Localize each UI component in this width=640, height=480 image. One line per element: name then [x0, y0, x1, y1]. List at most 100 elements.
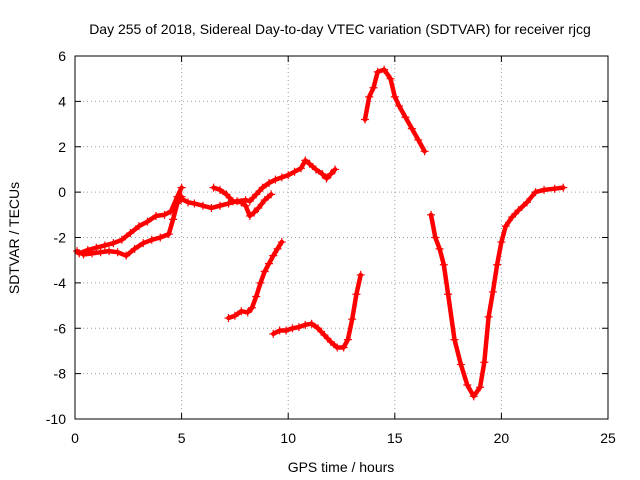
series-arc-5 [224, 238, 286, 323]
x-tick-label: 15 [387, 430, 403, 446]
x-tick-label: 0 [71, 430, 79, 446]
series-arc-6 [269, 270, 365, 352]
data-point [395, 101, 404, 110]
data-point [380, 65, 389, 74]
data-point [318, 169, 327, 178]
data-point [169, 215, 178, 224]
data-point [277, 238, 286, 247]
y-tick-label: -10 [46, 411, 66, 427]
data-point [75, 249, 84, 258]
data-point [550, 184, 559, 193]
data-point [480, 358, 489, 367]
data-point [252, 292, 261, 301]
data-point [92, 243, 101, 252]
series-arc-7 [360, 65, 429, 156]
data-point [301, 156, 310, 165]
x-tick-label: 25 [600, 430, 616, 446]
data-point [198, 201, 207, 210]
data-point [117, 235, 126, 244]
data-point [282, 326, 291, 335]
data-point [444, 290, 453, 299]
y-tick-label: -8 [54, 366, 67, 382]
data-point [307, 319, 316, 328]
data-point [320, 331, 329, 340]
data-point [254, 204, 263, 213]
data-point [113, 248, 122, 257]
data-point [224, 314, 233, 323]
data-point [497, 238, 506, 247]
data-point [247, 303, 256, 312]
data-point [100, 241, 109, 250]
data-point [228, 197, 237, 206]
data-point [277, 173, 286, 182]
y-tick-label: 4 [58, 93, 66, 109]
data-point [267, 190, 276, 199]
data-point [190, 199, 199, 208]
data-point [501, 222, 510, 231]
y-tick-label: -6 [54, 320, 67, 336]
data-point [215, 201, 224, 210]
data-point [156, 233, 165, 242]
data-point [431, 233, 440, 242]
series-line [77, 185, 184, 256]
data-point [143, 217, 152, 226]
x-tick-label: 5 [178, 430, 186, 446]
data-point [160, 210, 169, 219]
y-tick-label: -2 [54, 230, 67, 246]
data-point [173, 192, 182, 201]
data-point [230, 311, 239, 320]
data-point [265, 259, 274, 268]
data-point [164, 230, 173, 239]
data-point [463, 380, 472, 389]
series-line [271, 272, 363, 350]
data-point [224, 199, 233, 208]
data-point [401, 113, 410, 122]
data-point [105, 247, 114, 256]
data-point [356, 270, 365, 279]
data-point [271, 175, 280, 184]
data-point [365, 92, 374, 101]
y-tick-label: -4 [54, 275, 67, 291]
data-point [326, 169, 335, 178]
data-point [484, 312, 493, 321]
y-tick-label: 6 [58, 48, 66, 64]
series-line [428, 185, 566, 399]
data-point [439, 260, 448, 269]
data-point [260, 196, 269, 205]
data-point [294, 323, 303, 332]
data-point [296, 164, 305, 173]
x-axis-title: GPS time / hours [288, 459, 395, 475]
data-point [83, 245, 92, 254]
data-point [339, 343, 348, 352]
data-point [177, 183, 186, 192]
y-axis-title: SDTVAR / TECUs [6, 182, 22, 294]
data-point [450, 335, 459, 344]
series-arc-2 [75, 183, 186, 258]
data-point [126, 228, 135, 237]
data-point [245, 211, 254, 220]
data-point [369, 83, 378, 92]
data-point [414, 135, 423, 144]
data-point [122, 251, 131, 260]
data-point [326, 337, 335, 346]
data-point [322, 174, 331, 183]
data-point [209, 183, 218, 192]
series-line [179, 158, 338, 211]
data-point [343, 335, 352, 344]
data-point [215, 185, 224, 194]
data-point [290, 167, 299, 176]
data-point [284, 171, 293, 180]
data-point [147, 235, 156, 244]
data-point [352, 290, 361, 299]
data-point [288, 324, 297, 333]
data-point [222, 190, 231, 199]
data-point [241, 201, 250, 210]
data-point [237, 307, 246, 316]
series-line [362, 67, 427, 154]
chart-title: Day 255 of 2018, Sidereal Day-to-day VTE… [89, 21, 591, 37]
data-point [177, 194, 186, 203]
data-point [559, 183, 568, 192]
data-point [237, 198, 246, 207]
data-point [386, 74, 395, 83]
